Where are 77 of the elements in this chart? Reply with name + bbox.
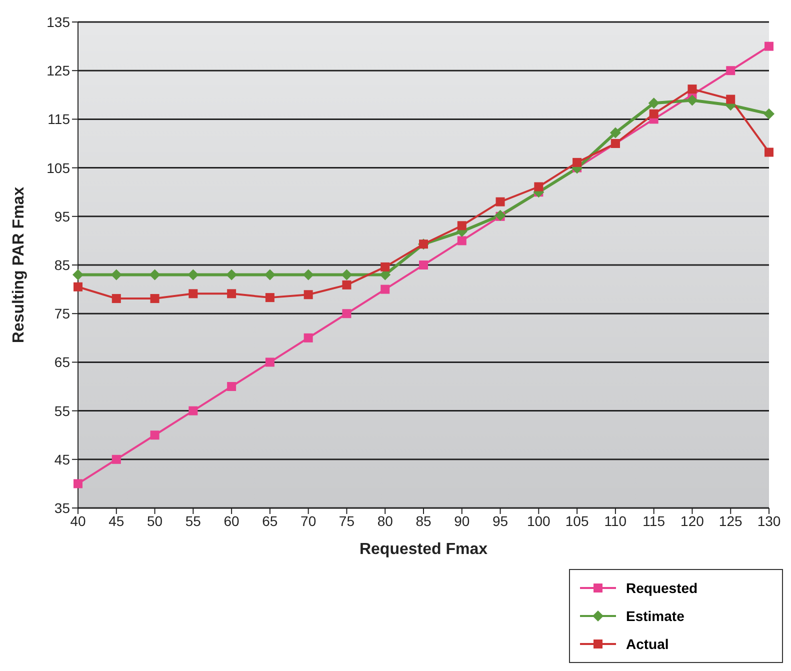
point <box>265 293 274 302</box>
y-tick-label: 75 <box>54 306 70 322</box>
x-tick-label: 65 <box>262 512 278 529</box>
point <box>342 280 352 290</box>
point <box>764 108 774 120</box>
y-tick-label: 55 <box>54 402 70 419</box>
y-tick-label: 115 <box>48 111 70 128</box>
x-tick-label: 90 <box>454 512 470 529</box>
point <box>304 290 313 300</box>
x-tick-label: 55 <box>185 512 202 529</box>
point <box>304 333 313 342</box>
y-tick-label: 135 <box>46 14 70 30</box>
point <box>419 260 428 270</box>
x-tick-label: 105 <box>565 512 589 529</box>
point <box>227 382 236 391</box>
point <box>226 269 238 280</box>
point <box>764 148 774 157</box>
point <box>188 289 198 298</box>
point <box>302 269 314 280</box>
x-tick-label: 125 <box>718 512 743 529</box>
point <box>112 294 121 304</box>
point <box>649 109 658 118</box>
y-tick-label: 105 <box>46 160 70 176</box>
x-tick-label: 75 <box>338 512 355 529</box>
y-tick-label: 65 <box>54 354 70 370</box>
point <box>457 221 466 230</box>
point <box>610 127 621 138</box>
point <box>72 269 84 280</box>
point <box>686 94 698 106</box>
point <box>227 289 236 298</box>
point <box>188 406 198 416</box>
point <box>572 158 582 167</box>
x-tick-label: 100 <box>526 512 551 529</box>
point <box>726 94 736 104</box>
point <box>188 269 199 280</box>
x-tick-label: 130 <box>757 512 781 529</box>
point <box>496 197 505 206</box>
point <box>150 294 160 304</box>
legend-label: Estimate <box>626 608 684 624</box>
x-tick-label: 40 <box>70 512 86 529</box>
point <box>648 98 660 109</box>
y-tick-label: 95 <box>54 208 70 224</box>
point <box>74 282 82 292</box>
point <box>265 358 274 367</box>
x-tick-label: 70 <box>300 512 316 529</box>
y-axis-title: Resulting PAR Fmax <box>10 186 28 344</box>
point <box>110 269 122 280</box>
x-tick-label: 110 <box>604 512 627 529</box>
x-tick-label: 85 <box>416 512 432 529</box>
point <box>264 269 276 280</box>
point <box>341 269 352 280</box>
legend-label: Requested <box>626 580 698 596</box>
point <box>380 262 390 272</box>
point <box>380 284 390 294</box>
x-tick-label: 60 <box>224 512 240 529</box>
point <box>342 309 352 318</box>
point <box>688 84 697 94</box>
point <box>726 66 736 76</box>
point <box>150 430 160 440</box>
point <box>457 236 466 246</box>
legend-label: Actual <box>626 636 669 652</box>
x-tick-label: 95 <box>492 512 508 529</box>
x-tick-label: 115 <box>642 512 666 529</box>
y-tick-label: 35 <box>54 500 70 516</box>
x-tick-label: 45 <box>108 512 124 529</box>
point <box>74 479 82 488</box>
y-tick-label: 85 <box>54 256 70 273</box>
point <box>112 454 121 464</box>
x-tick-label: 80 <box>377 512 394 529</box>
x-axis-title: Requested Fmax <box>359 541 488 558</box>
y-tick-label: 125 <box>46 62 70 79</box>
y-tick-label: 45 <box>54 451 70 468</box>
point <box>149 269 160 280</box>
x-tick-label: 50 <box>146 512 163 529</box>
point <box>764 42 774 51</box>
point <box>534 182 544 192</box>
x-tick-label: 120 <box>680 512 704 529</box>
